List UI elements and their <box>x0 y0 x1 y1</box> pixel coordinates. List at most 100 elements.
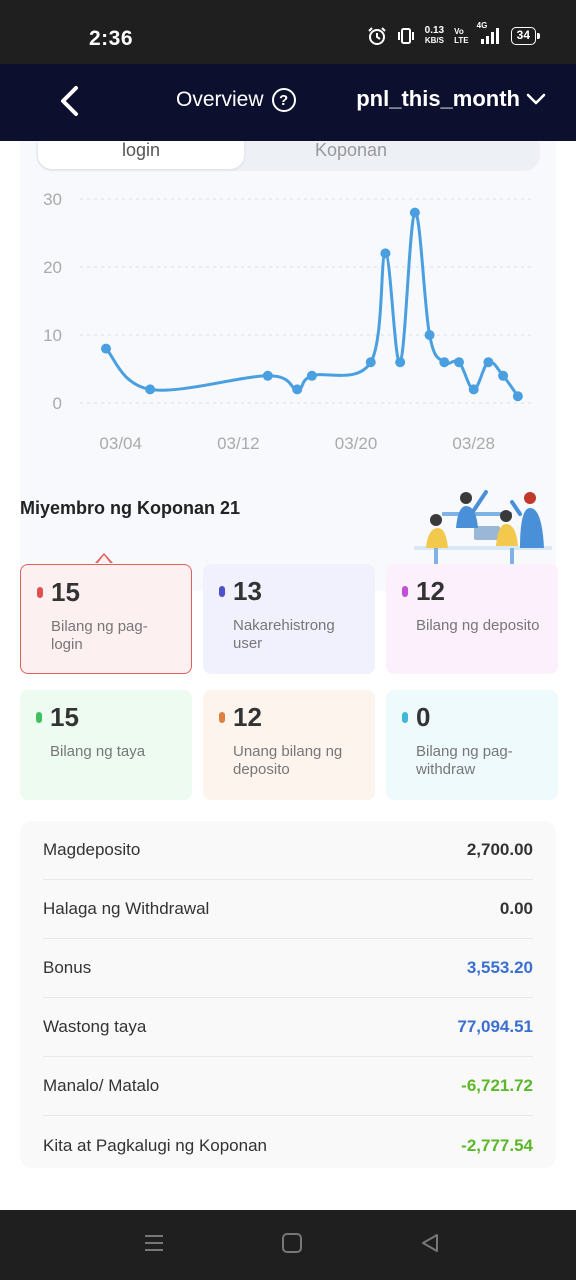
summary-value: 2,700.00 <box>466 840 533 859</box>
login-line-chart: 0 10 20 30 03/04 03/12 03/20 03/28 <box>43 190 535 453</box>
tab-koponan[interactable]: Koponan <box>314 141 388 160</box>
stat-card[interactable]: 0 Bilang ng pag-withdraw <box>386 690 558 800</box>
y-tick-label: 0 <box>53 394 62 413</box>
period-dropdown[interactable]: pnl_this_month <box>356 86 546 112</box>
selected-pointer <box>95 553 113 564</box>
summary-label: Manalo/ Matalo <box>43 1076 160 1095</box>
home-icon <box>281 1232 303 1259</box>
period-dropdown-value: pnl_this_month <box>356 86 520 111</box>
stat-card[interactable]: 12 Unang bilang ng deposito <box>203 690 375 800</box>
stat-card[interactable]: 13 Nakarehistrong user <box>203 564 375 674</box>
volte-indicator: Vo LTE <box>454 27 469 45</box>
stat-label: Unang bilang ng deposito <box>233 743 343 778</box>
stat-card[interactable]: 15 Bilang ng taya <box>20 690 192 800</box>
volte-top: Vo <box>454 27 464 36</box>
x-tick-label: 03/04 <box>99 434 142 453</box>
team-members-title: Miyembro ng Koponan 21 <box>20 498 241 518</box>
summary-value: 3,553.20 <box>466 958 533 977</box>
stat-number: 0 <box>416 702 431 732</box>
stat-label: Bilang ng pag-withdraw <box>416 743 513 778</box>
network-type: 4G <box>476 21 488 30</box>
back-button[interactable] <box>52 84 86 122</box>
stat-dot <box>402 712 408 723</box>
stat-label: Bilang ng deposito <box>416 617 540 634</box>
summary-table: Magdeposito 2,700.00 Halaga ng Withdrawal 0… <box>20 821 556 1168</box>
summary-row: Bonus 3,553.20 <box>43 939 533 998</box>
page-title-text: Overview <box>176 88 264 111</box>
battery-level: 34 <box>516 28 530 42</box>
data-point[interactable] <box>498 370 509 381</box>
data-point[interactable] <box>454 357 464 368</box>
status-bar: 2:36 0.13 KB/S Vo LTE 4G 34 <box>0 0 576 64</box>
series-line <box>104 211 520 398</box>
data-point[interactable] <box>424 330 435 340</box>
summary-row: Manalo/ Matalo -6,721.72 <box>43 1057 533 1116</box>
stat-number: 15 <box>50 702 79 732</box>
stat-label: Bilang ng taya <box>50 743 146 760</box>
summary-label: Halaga ng Withdrawal <box>43 899 210 918</box>
data-point[interactable] <box>306 370 317 381</box>
alarm-icon <box>367 26 387 46</box>
tab-bar: login Koponan <box>36 141 540 171</box>
net-speed-unit: KB/S <box>424 36 444 45</box>
stat-dot <box>402 586 408 597</box>
signal-icon: 4G <box>477 21 501 45</box>
data-point[interactable] <box>395 357 406 368</box>
back-arrow-icon <box>58 85 80 122</box>
menu-button[interactable] <box>140 1232 168 1258</box>
summary-value: 0.00 <box>499 899 533 918</box>
summary-row: Kita at Pagkalugi ng Koponan -2,777.54 <box>43 1116 533 1175</box>
stat-value: 13 <box>219 576 359 607</box>
data-point[interactable] <box>262 370 273 381</box>
team-illustration <box>414 490 552 564</box>
summary-value: -6,721.72 <box>461 1076 533 1095</box>
help-icon[interactable]: ? <box>271 88 296 112</box>
system-nav-bar <box>0 1210 576 1280</box>
stat-value: 12 <box>402 576 542 607</box>
back-icon <box>419 1232 441 1259</box>
stat-dot <box>219 586 225 597</box>
y-tick-label: 10 <box>43 326 62 345</box>
stat-label: Nakarehistrong user <box>233 617 335 652</box>
y-tick-label: 20 <box>43 258 62 277</box>
data-point[interactable] <box>409 207 420 218</box>
data-point[interactable] <box>380 248 391 259</box>
stat-value: 12 <box>219 702 359 733</box>
tab-login[interactable]: login <box>38 141 244 169</box>
net-speed: 0.13 KB/S <box>425 26 444 46</box>
stat-card[interactable]: 15 Bilang ng pag-login <box>20 564 192 674</box>
net-speed-value: 0.13 <box>424 25 445 36</box>
summary-row: Halaga ng Withdrawal 0.00 <box>43 880 533 939</box>
stat-value: 0 <box>402 702 542 733</box>
status-time: 2:36 <box>89 27 134 50</box>
stat-number: 12 <box>416 576 445 606</box>
data-point[interactable] <box>365 357 376 368</box>
chevron-down-icon <box>526 86 546 112</box>
page-title: Overview ? <box>176 88 296 112</box>
data-point[interactable] <box>145 384 156 395</box>
data-point[interactable] <box>512 391 523 402</box>
stat-value: 15 <box>37 577 175 608</box>
x-tick-label: 03/12 <box>217 434 260 453</box>
stat-value: 15 <box>36 702 176 733</box>
x-tick-label: 03/28 <box>452 434 495 453</box>
summary-value: 77,094.51 <box>457 1017 533 1036</box>
stat-number: 15 <box>51 577 80 607</box>
data-point[interactable] <box>439 357 450 368</box>
stat-card[interactable]: 12 Bilang ng deposito <box>386 564 558 674</box>
volte-bottom: LTE <box>454 36 469 45</box>
main-content[interactable]: login Koponan 0 10 20 30 03/04 03/12 03/20 03/2… <box>0 141 576 1210</box>
battery-icon: 34 <box>510 27 541 45</box>
vibrate-icon <box>397 27 415 45</box>
data-point[interactable] <box>468 384 479 395</box>
home-button[interactable] <box>278 1232 306 1258</box>
app-header: Overview ? pnl_this_month <box>0 64 576 141</box>
data-point[interactable] <box>292 384 303 395</box>
data-point[interactable] <box>483 357 494 368</box>
system-back-button[interactable] <box>416 1232 444 1258</box>
summary-label: Kita at Pagkalugi ng Koponan <box>43 1135 268 1155</box>
stat-number: 13 <box>233 576 262 606</box>
data-point[interactable] <box>101 343 111 354</box>
summary-label: Wastong taya <box>43 1017 147 1036</box>
stat-dot <box>219 712 225 723</box>
